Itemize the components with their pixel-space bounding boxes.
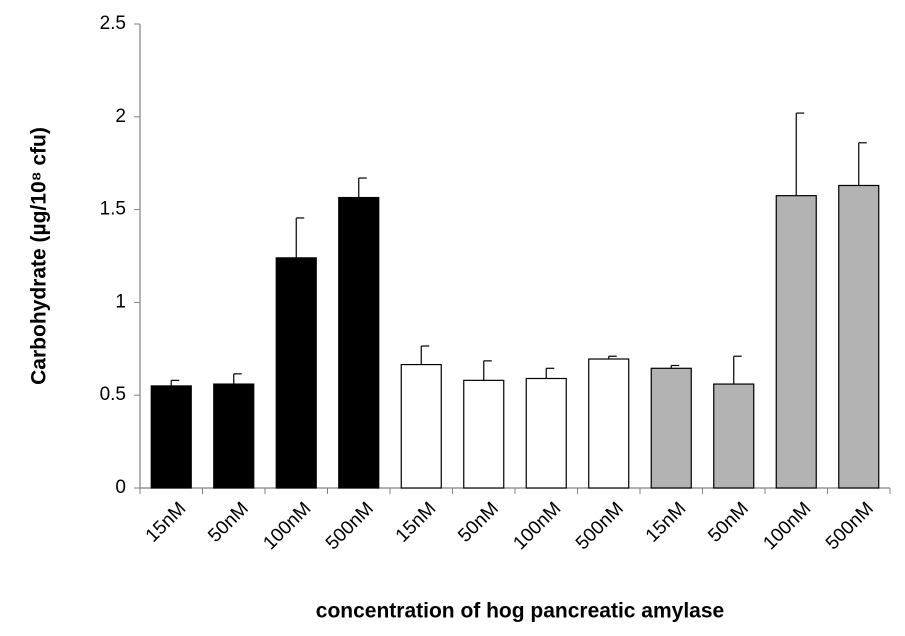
y-axis-title: Carbohydrate (µg/10⁸ cfu) — [28, 127, 51, 385]
bar — [150, 385, 192, 489]
bar — [713, 383, 755, 489]
x-tick-label: 50nM — [204, 498, 252, 546]
x-tick-label: 15nM — [142, 498, 190, 546]
bar — [463, 379, 505, 489]
bar — [525, 377, 567, 489]
y-tick-label: 1.5 — [100, 199, 126, 220]
y-tick-label: 0 — [115, 477, 126, 498]
x-tick-label: 50nM — [454, 498, 502, 546]
x-tick-label: 100nM — [759, 498, 815, 554]
x-tick-label: 15nM — [392, 498, 440, 546]
bar — [650, 367, 692, 489]
x-tick-label: 500nM — [322, 498, 378, 554]
bar — [400, 363, 442, 489]
x-tick-label: 100nM — [259, 498, 315, 554]
y-tick-label: 2 — [115, 106, 126, 127]
y-tick-label: 0.5 — [100, 384, 126, 405]
x-tick-label: 500nM — [822, 498, 878, 554]
y-tick-label: 1 — [115, 291, 126, 312]
bar — [775, 195, 817, 489]
x-tick-label: 100nM — [509, 498, 565, 554]
bar — [213, 383, 255, 489]
x-tick-label: 50nM — [704, 498, 752, 546]
bar — [838, 184, 880, 489]
bar — [588, 358, 630, 489]
bar — [338, 196, 380, 489]
x-tick-label: 15nM — [642, 498, 690, 546]
bar — [275, 257, 317, 489]
x-tick-label: 500nM — [572, 498, 628, 554]
x-axis-title: concentration of hog pancreatic amylase — [316, 600, 724, 623]
y-tick-label: 2.5 — [100, 13, 126, 34]
